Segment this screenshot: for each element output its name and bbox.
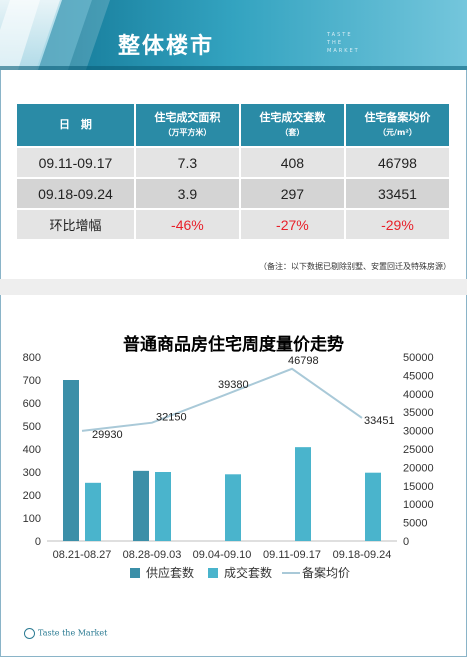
table-row: 09.11-09.17 7.3 408 46798 xyxy=(17,148,449,177)
banner xyxy=(0,0,467,70)
footer-logo: Taste the Market xyxy=(24,628,107,639)
y-left-tick-label: 500 xyxy=(23,421,41,433)
data-label: 33451 xyxy=(364,415,395,427)
cell-area: 7.3 xyxy=(135,148,239,177)
cell-date: 09.11-09.17 xyxy=(17,148,134,177)
y-right-tick-label: 25000 xyxy=(403,444,434,456)
bar-成交套数 xyxy=(365,472,381,541)
cell-price: 33451 xyxy=(345,179,449,208)
y-left-tick-label: 700 xyxy=(23,375,41,387)
bar-供应套数 xyxy=(133,470,149,541)
data-label: 39380 xyxy=(218,379,249,391)
chart-title: 普通商品房住宅周度量价走势 xyxy=(123,335,344,355)
y-left-tick-label: 800 xyxy=(23,352,41,364)
header-units: 住宅成交套数 （套） xyxy=(240,104,344,146)
y-left-tick-label: 400 xyxy=(23,444,41,456)
cell-units-change: -27% xyxy=(240,210,344,239)
y-right-tick-label: 45000 xyxy=(403,370,434,382)
bar-成交套数 xyxy=(225,474,241,541)
y-right-tick-label: 5000 xyxy=(403,518,427,530)
cell-area-change: -46% xyxy=(135,210,239,239)
cell-units: 408 xyxy=(240,148,344,177)
table-note: （备注：以下数据已剔除别墅、安置回迁及特殊房源） xyxy=(259,262,451,271)
bar-供应套数 xyxy=(63,380,79,541)
header-date: 日 期 xyxy=(17,104,134,146)
y-right-tick-label: 10000 xyxy=(403,499,434,511)
legend-label: 成交套数 xyxy=(224,565,272,580)
y-left-tick-label: 200 xyxy=(23,490,41,502)
x-tick-label: 09.18-09.24 xyxy=(333,549,392,561)
header-area: 住宅成交面积 （万平方米） xyxy=(135,104,239,146)
legend-label: 供应套数 xyxy=(146,565,194,580)
bar-成交套数 xyxy=(155,472,171,541)
bar-成交套数 xyxy=(295,447,311,541)
price-line xyxy=(81,367,363,432)
x-tick-label: 08.28-09.03 xyxy=(123,549,182,561)
data-label: 32150 xyxy=(156,412,187,424)
y-right-tick-label: 0 xyxy=(403,536,409,548)
x-tick-label: 09.11-09.17 xyxy=(263,549,321,561)
y-left-tick-label: 300 xyxy=(23,467,41,479)
cell-date: 09.18-09.24 xyxy=(17,179,134,208)
bar-成交套数 xyxy=(85,482,101,541)
y-right-tick-label: 40000 xyxy=(403,389,434,401)
cell-price-change: -29% xyxy=(345,210,449,239)
y-left-tick-label: 0 xyxy=(35,536,41,548)
logo-icon xyxy=(24,628,35,639)
legend-swatch xyxy=(130,568,140,578)
banner-title: 整体楼市 xyxy=(118,34,215,59)
data-label: 29930 xyxy=(92,429,123,441)
cell-price: 46798 xyxy=(345,148,449,177)
legend-label: 备案均价 xyxy=(302,565,350,580)
x-tick-label: 09.04-09.10 xyxy=(193,549,252,561)
section-divider xyxy=(0,279,467,295)
y-left-tick-label: 600 xyxy=(23,398,41,410)
cell-change-label: 环比增幅 xyxy=(17,210,134,239)
y-left-tick-label: 100 xyxy=(23,513,41,525)
banner-tagline: TASTE THE MARKET xyxy=(327,32,360,54)
data-label: 46798 xyxy=(288,355,319,367)
table-header-row: 日 期 住宅成交面积 （万平方米） 住宅成交套数 （套） 住宅备案均价 （元/m²） xyxy=(17,104,449,146)
y-right-tick-label: 50000 xyxy=(403,352,434,364)
y-right-tick-label: 15000 xyxy=(403,481,434,493)
x-tick-label: 08.21-08.27 xyxy=(53,549,112,561)
stats-table: 日 期 住宅成交面积 （万平方米） 住宅成交套数 （套） 住宅备案均价 （元/m²） … xyxy=(15,102,451,241)
cell-units: 297 xyxy=(240,179,344,208)
y-right-tick-label: 35000 xyxy=(403,407,434,419)
y-right-tick-label: 20000 xyxy=(403,462,434,474)
table-row: 环比增幅 -46% -27% -29% xyxy=(17,210,449,239)
cell-area: 3.9 xyxy=(135,179,239,208)
table-row: 09.18-09.24 3.9 297 33451 xyxy=(17,179,449,208)
header-price: 住宅备案均价 （元/m²） xyxy=(345,104,449,146)
y-right-tick-label: 30000 xyxy=(403,426,434,438)
legend-swatch xyxy=(208,568,218,578)
chart: 0 100 200 300 400 500 600 700 800 0 5000 10000 15000… xyxy=(23,352,434,580)
